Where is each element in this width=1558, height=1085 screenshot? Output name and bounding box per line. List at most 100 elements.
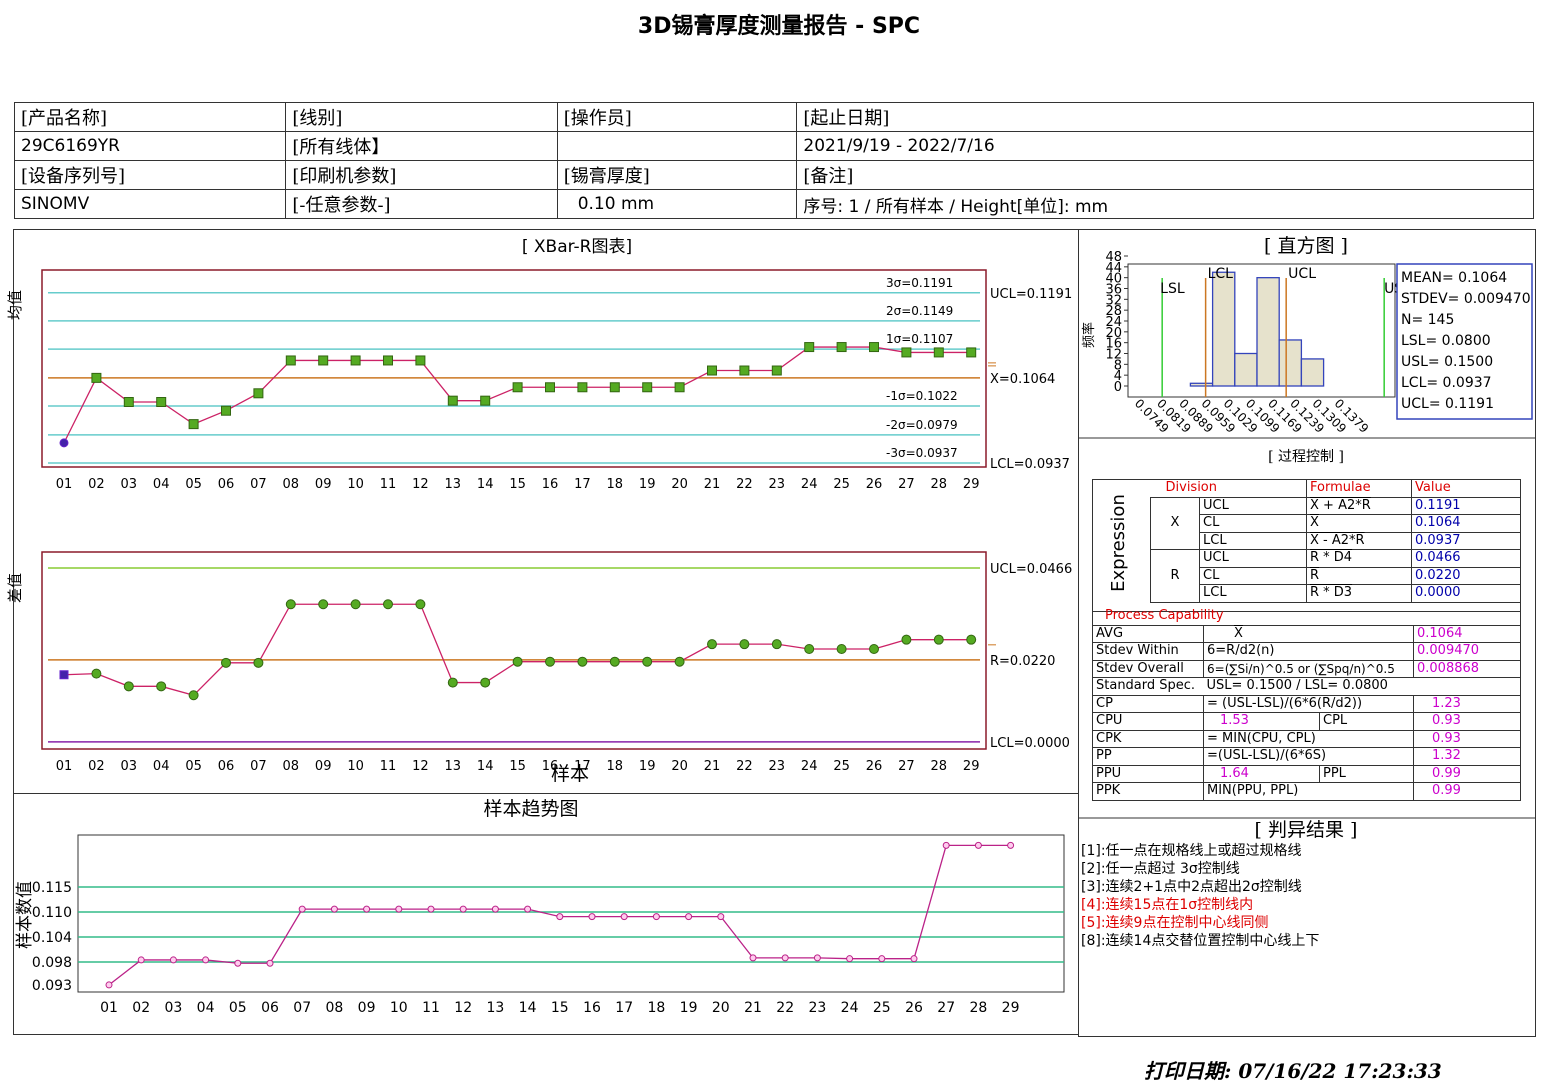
x-tick-label: 11 <box>380 477 397 492</box>
x-tick-label: 14 <box>477 759 494 774</box>
sample-label: 样本 <box>551 763 589 785</box>
thickness-label: [锡膏厚度] <box>556 160 798 190</box>
x-tick-label: 01 <box>56 759 73 774</box>
data-point <box>717 913 725 921</box>
spec-label: LCL <box>1208 266 1234 282</box>
judge-item: [8]:连续14点交替位置控制中心线上下 <box>1081 933 1320 949</box>
pp-formula: =(USL-LSL)/(6*6S) <box>1203 747 1414 766</box>
r-chart: UCL=0.0466 R=0.0220 LCL=0.0000 01 02 03 04 05 06… <box>41 551 1072 774</box>
data-point <box>512 382 523 393</box>
cp-formula: = (USL-LSL)/(6*6(R/d2)) <box>1203 694 1414 713</box>
data-point <box>707 365 717 376</box>
series-line <box>63 603 972 697</box>
data-point <box>869 644 879 655</box>
trend-chart: 0.093 0.098 0.104 0.110 0.115 01 02 03 04 05 06 07 0… <box>32 834 1065 1016</box>
x-tick-label: 08 <box>283 477 300 492</box>
data-point <box>447 677 458 688</box>
x-tick-label: 23 <box>808 1000 826 1016</box>
x-tick-label: 06 <box>218 759 235 774</box>
ppl-value: 0.99 <box>1413 764 1521 783</box>
data-point <box>266 959 274 967</box>
trend-frame <box>77 834 1065 993</box>
data-point <box>901 347 912 358</box>
y-tick-label: 20 <box>1105 326 1122 341</box>
hist-frame <box>1127 263 1396 398</box>
data-point <box>942 841 950 849</box>
ucl-label: UCL=0.1191 <box>990 287 1072 302</box>
expression-label: Expression <box>1108 494 1129 592</box>
x-tick-label: 18 <box>607 477 624 492</box>
data-point <box>846 955 854 963</box>
cpk-value: 0.93 <box>1413 729 1521 748</box>
data-point <box>480 395 491 406</box>
y-tick-label: 44 <box>1105 261 1122 276</box>
y-tick-label: 0.110 <box>32 905 72 921</box>
ppk-label: PPK <box>1092 782 1204 801</box>
data-point <box>156 397 167 408</box>
stat-line: UCL= 0.1191 <box>1401 396 1494 412</box>
y-tick-label: 4 <box>1114 369 1122 384</box>
x-tick-label: 08 <box>283 759 300 774</box>
data-point <box>91 668 102 679</box>
x-tick-label: 17 <box>574 759 591 774</box>
data-point <box>350 355 361 366</box>
x-tick-label: 15 <box>509 477 526 492</box>
hist-ylabel: 频率 <box>1081 322 1097 348</box>
x-tick-label: 24 <box>801 759 818 774</box>
r-cl-formula: R <box>1306 566 1412 585</box>
x-tick-label: 03 <box>121 759 138 774</box>
y-tick-label: 12 <box>1105 348 1122 363</box>
judge-list: [1]:任一点在规格线上或超过规格线 [2]:任一点超过 3σ控制线 [3]:连续2… <box>1081 842 1319 950</box>
data-point <box>350 599 361 610</box>
r-ucl-value: 0.0466 <box>1411 549 1521 568</box>
capability-table: Process Capability AVG X 0.1064 Stdev Wi… <box>1092 608 1521 801</box>
value-header: Value <box>1411 479 1521 498</box>
judge-item: [5]:连续9点在控制中心线同侧 <box>1081 915 1269 931</box>
data-point <box>318 599 329 610</box>
info-table: [产品名称] [线别] [操作员] [起止日期] 29C6169YR [所有线体… <box>13 102 1534 219</box>
stdev-within-value: 0.009470 <box>1413 642 1521 661</box>
data-point <box>933 347 944 358</box>
data-point <box>781 954 789 962</box>
x-tick-label: 11 <box>422 1000 440 1016</box>
x-tick-label: 29 <box>963 477 980 492</box>
x-tick-label: 13 <box>486 1000 504 1016</box>
stdev-overall-label: Stdev Overall <box>1092 659 1204 678</box>
x-tick-label: 01 <box>100 1000 118 1016</box>
hist-title: [ 直方图 ] <box>1264 235 1348 257</box>
spec-label: LSL <box>1160 281 1185 297</box>
data-point <box>169 956 177 964</box>
data-point <box>383 599 393 610</box>
data-point <box>804 342 815 353</box>
data-point <box>123 397 134 408</box>
ppk-formula: MIN(PPU, PPL) <box>1203 782 1414 801</box>
data-point <box>188 419 199 430</box>
x-tick-label: 01 <box>56 477 73 492</box>
hist-bar <box>1234 352 1258 387</box>
x-tick-label: 18 <box>607 759 624 774</box>
x-tick-label: 23 <box>769 759 786 774</box>
x-lcl-name: LCL <box>1199 531 1307 550</box>
lcl-label: LCL=0.0937 <box>990 457 1070 472</box>
data-point <box>480 677 491 688</box>
x-ucl-name: UCL <box>1199 496 1307 515</box>
cpl-label: CPL <box>1319 712 1414 731</box>
trend-title: 样本趋势图 <box>483 798 578 820</box>
x-tick-label: 06 <box>261 1000 279 1016</box>
x-tick-label: 13 <box>445 477 462 492</box>
r-lcl-formula: R * D3 <box>1306 584 1412 603</box>
x-tick-label: 04 <box>153 759 170 774</box>
y-tick-label: 0 <box>1114 380 1122 395</box>
data-point <box>188 690 199 701</box>
cl-label: X=0.1064 <box>990 372 1055 387</box>
sigma-label: 2σ=0.1149 <box>886 304 953 318</box>
plot-frame <box>41 551 987 750</box>
x-cl-value: 0.1064 <box>1411 514 1521 533</box>
y-tick-label: 40 <box>1105 272 1122 287</box>
data-point <box>253 388 264 399</box>
x-tick-label: 24 <box>801 477 818 492</box>
right-panel <box>1078 229 1536 1037</box>
data-point <box>804 644 815 655</box>
stat-line: MEAN= 0.1064 <box>1401 270 1507 286</box>
cpu-value: 1.53 <box>1203 712 1320 731</box>
